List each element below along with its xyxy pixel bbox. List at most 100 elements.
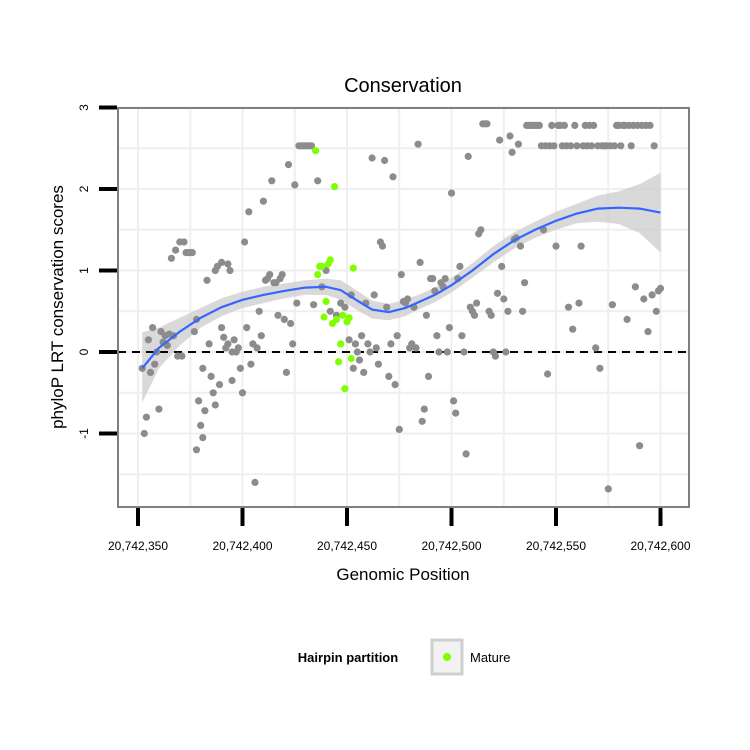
- data-point: [314, 177, 322, 185]
- data-point: [224, 340, 232, 348]
- data-point: [326, 307, 334, 315]
- data-point: [257, 332, 265, 340]
- legend-title: Hairpin partition: [298, 650, 398, 665]
- data-point: [243, 324, 251, 332]
- data-point: [514, 140, 523, 148]
- x-tick-label: 20,742,550: [526, 539, 586, 553]
- data-point: [355, 356, 364, 364]
- data-point: [205, 340, 213, 348]
- data-point: [548, 121, 556, 129]
- x-tick-label: 20,742,400: [212, 539, 272, 553]
- data-point: [623, 315, 631, 323]
- mature-point: [347, 354, 355, 363]
- data-point: [617, 142, 625, 150]
- data-point: [203, 276, 211, 284]
- data-point: [218, 324, 226, 332]
- data-point: [293, 299, 301, 307]
- legend: Hairpin partition Mature: [298, 638, 510, 676]
- data-point: [289, 340, 297, 348]
- data-point: [149, 324, 157, 332]
- mature-point: [332, 315, 341, 323]
- mature-point: [341, 385, 349, 393]
- data-point: [287, 319, 295, 328]
- data-point: [397, 271, 405, 279]
- confidence-band: [142, 172, 661, 403]
- data-point: [587, 142, 596, 150]
- data-point: [234, 344, 242, 352]
- data-point: [544, 370, 552, 378]
- data-point: [274, 311, 282, 319]
- data-point: [291, 181, 299, 189]
- data-point: [146, 368, 155, 376]
- data-point: [596, 364, 604, 372]
- data-point: [443, 348, 451, 356]
- data-point: [504, 307, 512, 315]
- y-tick-label: -1: [77, 428, 91, 439]
- data-point: [487, 311, 495, 319]
- data-point: [452, 409, 460, 417]
- data-point: [496, 136, 504, 144]
- x-tick-label: 20,742,350: [108, 539, 168, 553]
- data-point: [429, 275, 437, 283]
- data-point: [353, 348, 361, 356]
- data-point: [470, 311, 479, 319]
- y-axis-ticks: -1 0 1 2 3: [77, 104, 117, 439]
- data-point: [516, 242, 525, 250]
- data-point: [140, 429, 148, 438]
- data-point: [424, 372, 433, 380]
- data-point: [199, 434, 207, 442]
- data-point: [172, 246, 180, 254]
- data-point: [389, 173, 397, 181]
- data-point: [550, 142, 558, 150]
- data-point: [416, 258, 424, 266]
- data-point: [560, 121, 569, 129]
- data-point: [151, 360, 159, 368]
- data-point: [404, 295, 412, 303]
- data-point: [188, 249, 196, 257]
- data-point: [646, 121, 654, 129]
- data-point: [385, 372, 393, 380]
- data-point: [395, 425, 403, 433]
- data-point: [506, 132, 514, 140]
- y-tick-label: 2: [77, 185, 91, 192]
- y-tick-label: 3: [77, 104, 91, 111]
- data-point: [253, 344, 261, 352]
- data-point: [341, 303, 349, 311]
- data-point: [226, 266, 234, 275]
- y-tick-label: 0: [77, 348, 91, 355]
- data-point: [215, 381, 224, 389]
- data-point: [284, 161, 293, 169]
- data-point: [190, 328, 198, 336]
- smooth-curve: [141, 206, 661, 369]
- data-point: [412, 344, 420, 352]
- mature-point: [322, 297, 330, 306]
- data-point: [230, 336, 238, 344]
- data-point: [521, 279, 529, 287]
- mature-point: [326, 256, 334, 264]
- data-point: [450, 397, 458, 405]
- data-point: [178, 352, 186, 360]
- y-tick-label: 1: [77, 267, 91, 274]
- data-point: [224, 260, 232, 268]
- data-point: [464, 152, 472, 160]
- data-point: [573, 142, 581, 150]
- data-point: [445, 324, 453, 332]
- data-point: [358, 332, 366, 340]
- data-point: [418, 417, 426, 425]
- data-point: [218, 258, 226, 266]
- data-point: [502, 348, 510, 356]
- data-point: [241, 238, 249, 246]
- data-point: [368, 154, 376, 162]
- data-point: [567, 142, 575, 150]
- data-point: [167, 254, 175, 262]
- data-point: [372, 344, 380, 352]
- data-point: [207, 372, 215, 380]
- data-point: [374, 360, 382, 368]
- data-point: [142, 413, 150, 421]
- data-point: [251, 478, 259, 486]
- data-point: [383, 303, 391, 311]
- data-point: [491, 352, 499, 360]
- data-point: [381, 156, 389, 165]
- data-point: [493, 289, 502, 297]
